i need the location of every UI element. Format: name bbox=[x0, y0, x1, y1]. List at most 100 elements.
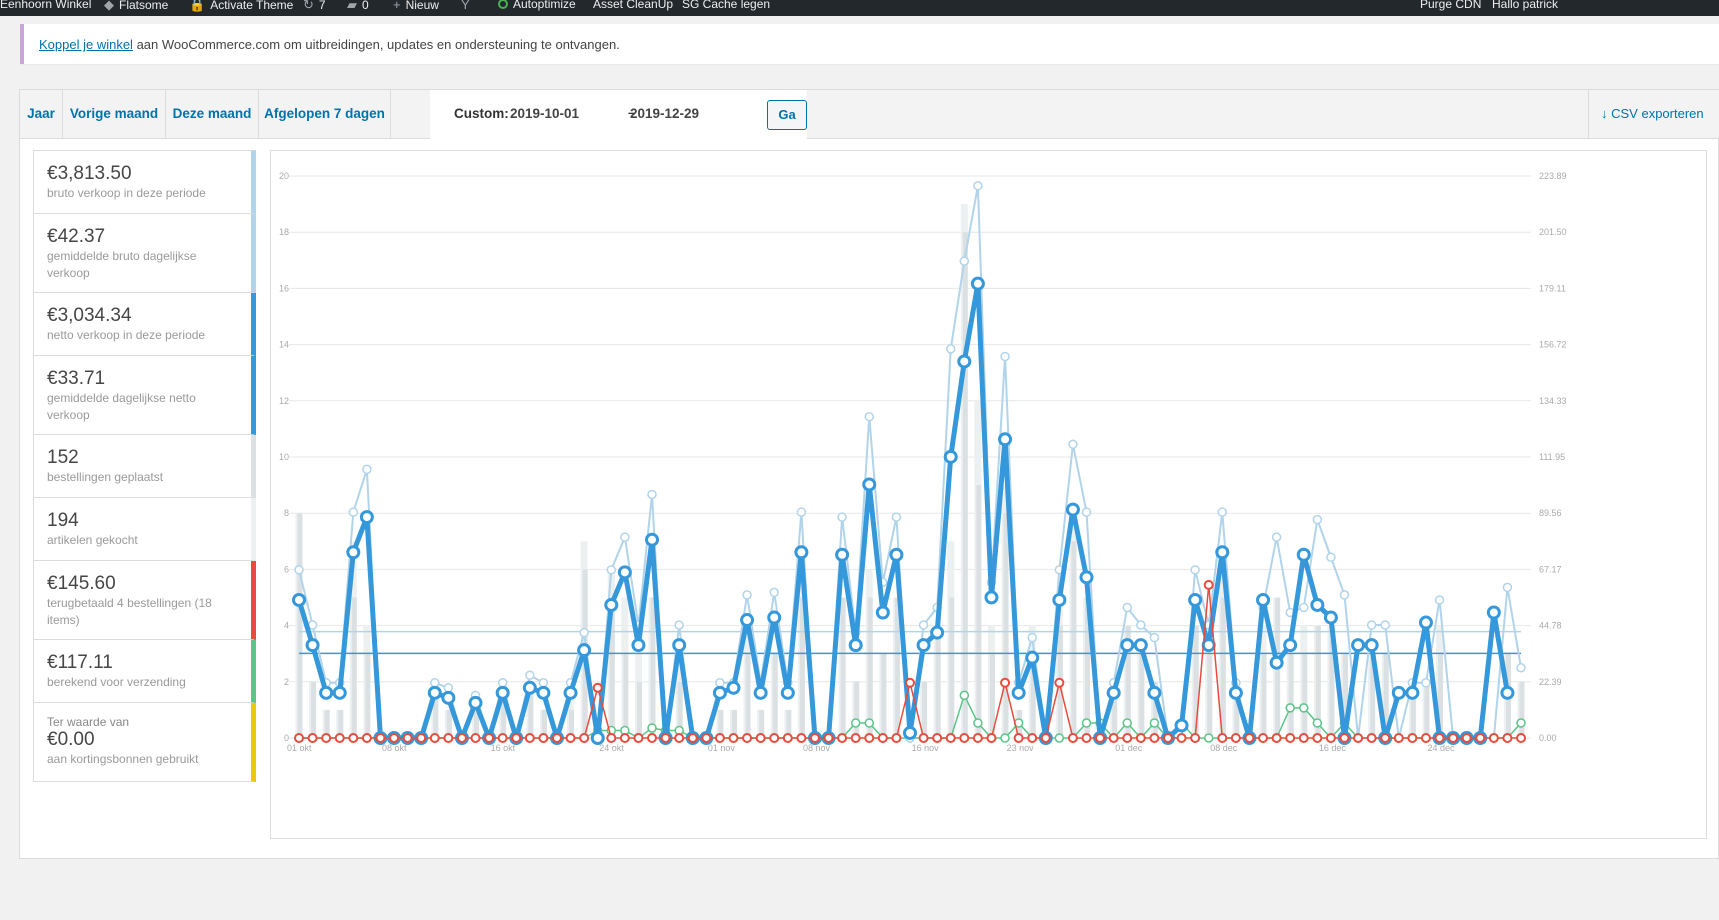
plus-icon: + bbox=[393, 0, 401, 12]
adminbar-site-name[interactable]: Eenhoorn Winkel bbox=[0, 0, 91, 11]
data-point bbox=[1285, 733, 1296, 743]
go-button[interactable]: Ga bbox=[767, 100, 807, 130]
data-point bbox=[1405, 685, 1420, 700]
legend-item[interactable]: €33.71 gemiddelde dagelijkse netto verkoo… bbox=[33, 356, 256, 435]
tab-jaar[interactable]: Jaar bbox=[20, 90, 63, 138]
data-point bbox=[769, 587, 779, 598]
data-point bbox=[1271, 733, 1282, 743]
y2-tick-label: 156.72 bbox=[1539, 340, 1567, 350]
data-point bbox=[1312, 514, 1323, 525]
legend-prefix: Ter waarde van bbox=[47, 715, 130, 729]
data-point bbox=[1027, 733, 1038, 743]
adminbar-new[interactable]: + Nieuw bbox=[393, 0, 439, 12]
data-point bbox=[1217, 507, 1228, 517]
notice-text: aan WooCommerce.com om uitbreidingen, up… bbox=[132, 37, 620, 52]
data-point bbox=[375, 733, 386, 743]
legend-value: €42.37 bbox=[47, 226, 106, 247]
data-point bbox=[332, 685, 347, 700]
adminbar-flatsome[interactable]: ◆ Flatsome bbox=[104, 0, 168, 13]
data-point bbox=[1106, 685, 1121, 700]
data-point bbox=[1339, 733, 1350, 743]
legend-item[interactable]: Ter waarde van €0.00 aan kortingsbonnen ge… bbox=[33, 703, 256, 782]
data-point bbox=[726, 680, 741, 695]
data-point bbox=[850, 718, 861, 728]
data-point bbox=[1448, 733, 1459, 743]
data-point bbox=[292, 592, 306, 607]
data-point bbox=[986, 733, 997, 743]
adminbar-autoptimize[interactable]: Autoptimize bbox=[498, 0, 576, 11]
y-tick-label: 2 bbox=[284, 677, 289, 687]
data-point bbox=[1353, 733, 1364, 743]
data-point bbox=[1434, 595, 1445, 605]
data-point bbox=[767, 610, 782, 625]
data-point bbox=[1201, 638, 1216, 653]
adminbar-asset-cleanup[interactable]: Asset CleanUp bbox=[593, 0, 673, 11]
tab-afgelopen-7-dagen[interactable]: Afgelopen 7 dagen bbox=[259, 90, 391, 138]
data-point bbox=[441, 690, 456, 705]
legend-item[interactable]: 194 artikelen gekocht bbox=[33, 498, 256, 561]
bar-orders bbox=[840, 597, 846, 738]
data-point bbox=[932, 733, 943, 743]
download-icon: ↓ bbox=[1601, 106, 1608, 121]
connect-store-link[interactable]: Koppel je winkel bbox=[39, 37, 133, 52]
y-tick-label: 8 bbox=[284, 508, 289, 518]
x-tick-label: 01 okt bbox=[287, 743, 312, 753]
y2-tick-label: 0.00 bbox=[1539, 733, 1557, 743]
data-point bbox=[837, 512, 847, 522]
data-point bbox=[916, 638, 931, 653]
legend-item[interactable]: 152 bestellingen geplaatst bbox=[33, 435, 256, 498]
adminbar-activate-theme[interactable]: 🔒 Activate Theme bbox=[189, 0, 293, 13]
legend-item[interactable]: €145.60 terugbetaald 4 bestellingen (18 i… bbox=[33, 561, 256, 640]
custom-start-date[interactable]: 2019-10-01 bbox=[510, 106, 580, 121]
y2-tick-label: 223.89 bbox=[1539, 171, 1567, 181]
data-point bbox=[1149, 632, 1160, 643]
y-tick-label: 18 bbox=[279, 227, 289, 237]
legend-item[interactable]: €117.11 berekend voor verzending bbox=[33, 640, 256, 703]
x-tick-label: 16 nov bbox=[912, 743, 940, 753]
adminbar-updates[interactable]: ↻ 7 bbox=[303, 0, 326, 13]
lock-icon: 🔒 bbox=[189, 0, 206, 12]
data-point bbox=[660, 733, 671, 743]
data-point bbox=[875, 605, 890, 620]
data-point bbox=[848, 638, 863, 653]
data-point bbox=[889, 547, 904, 562]
bar-orders bbox=[1302, 653, 1308, 738]
data-point bbox=[1230, 733, 1241, 743]
y-tick-label: 20 bbox=[279, 171, 289, 181]
bar-orders bbox=[881, 653, 887, 738]
legend-value: €117.11 bbox=[47, 652, 113, 673]
data-point bbox=[957, 354, 972, 369]
csv-export-button[interactable]: ↓ CSV exporteren bbox=[1588, 90, 1719, 138]
legend-description: netto verkoop in deze periode bbox=[47, 328, 206, 342]
data-point bbox=[1067, 733, 1078, 743]
adminbar-comments[interactable]: ▰ 0 bbox=[347, 0, 369, 13]
adminbar-sg-cache[interactable]: SG Cache legen bbox=[682, 0, 770, 11]
tab-vorige-maand[interactable]: Vorige maand bbox=[63, 90, 166, 138]
adminbar-account[interactable]: Hallo patrick bbox=[1492, 0, 1558, 11]
legend-item[interactable]: €3,034.34 netto verkoop in deze periode bbox=[33, 293, 256, 356]
data-point bbox=[1027, 632, 1037, 643]
data-point bbox=[362, 464, 372, 475]
legend-item[interactable]: €3,813.50 bruto verkoop in deze periode bbox=[33, 150, 256, 214]
data-point bbox=[769, 733, 780, 743]
bar-orders bbox=[297, 513, 303, 738]
data-point bbox=[905, 677, 915, 688]
adminbar-purge-cdn[interactable]: Purge CDN bbox=[1420, 0, 1481, 11]
custom-end-date[interactable]: 2019-12-29 bbox=[630, 106, 700, 121]
tab-deze-maand[interactable]: Deze maand bbox=[166, 90, 259, 138]
data-point bbox=[1081, 507, 1092, 517]
csv-export-label: CSV exporteren bbox=[1611, 106, 1704, 121]
data-point bbox=[973, 181, 983, 191]
data-point bbox=[742, 733, 753, 743]
data-point bbox=[1502, 582, 1513, 593]
adminbar-yoast[interactable]: Y bbox=[461, 0, 470, 12]
bar-orders bbox=[541, 709, 547, 738]
data-point bbox=[943, 449, 958, 464]
data-point bbox=[755, 733, 766, 743]
data-point bbox=[823, 733, 834, 743]
legend-item[interactable]: €42.37 gemiddelde bruto dagelijkse verkoo… bbox=[33, 214, 256, 293]
bar-orders bbox=[718, 709, 724, 738]
custom-range: Custom: 2019-10-01 – 2019-12-29 Ga bbox=[430, 90, 807, 139]
legend-value: 194 bbox=[47, 510, 79, 531]
legend-value: €33.71 bbox=[47, 368, 106, 389]
